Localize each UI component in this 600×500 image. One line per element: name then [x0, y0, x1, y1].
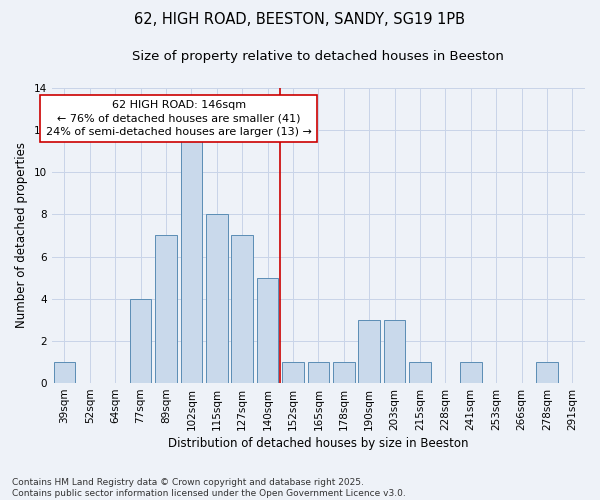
Text: 62 HIGH ROAD: 146sqm
← 76% of detached houses are smaller (41)
24% of semi-detac: 62 HIGH ROAD: 146sqm ← 76% of detached h… [46, 100, 311, 137]
Text: 62, HIGH ROAD, BEESTON, SANDY, SG19 1PB: 62, HIGH ROAD, BEESTON, SANDY, SG19 1PB [134, 12, 466, 28]
Title: Size of property relative to detached houses in Beeston: Size of property relative to detached ho… [133, 50, 504, 63]
X-axis label: Distribution of detached houses by size in Beeston: Distribution of detached houses by size … [168, 437, 469, 450]
Bar [206, 214, 227, 383]
Bar [232, 236, 253, 383]
Bar [53, 362, 75, 383]
Bar [257, 278, 278, 383]
Bar [409, 362, 431, 383]
Bar [333, 362, 355, 383]
Bar [460, 362, 482, 383]
Bar [282, 362, 304, 383]
Bar [384, 320, 406, 383]
Text: Contains HM Land Registry data © Crown copyright and database right 2025.
Contai: Contains HM Land Registry data © Crown c… [12, 478, 406, 498]
Bar [308, 362, 329, 383]
Bar [130, 298, 151, 383]
Y-axis label: Number of detached properties: Number of detached properties [15, 142, 28, 328]
Bar [358, 320, 380, 383]
Bar [536, 362, 557, 383]
Bar [181, 130, 202, 383]
Bar [155, 236, 177, 383]
